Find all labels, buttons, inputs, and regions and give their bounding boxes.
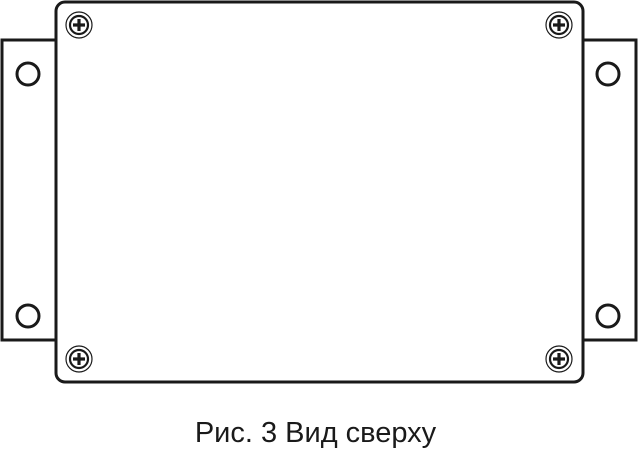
right-top-mounting-hole — [595, 61, 621, 87]
left-top-mounting-hole — [15, 61, 41, 87]
screw-bottom-left-icon — [65, 345, 93, 373]
right-bottom-mounting-hole — [595, 303, 621, 329]
screw-bottom-right-icon — [545, 345, 573, 373]
enclosure-lid — [54, 0, 585, 384]
left-bottom-mounting-hole — [15, 303, 41, 329]
screw-top-left-icon — [65, 11, 93, 39]
figure-caption: Рис. 3 Вид сверху — [194, 417, 437, 449]
screw-top-right-icon — [545, 11, 573, 39]
